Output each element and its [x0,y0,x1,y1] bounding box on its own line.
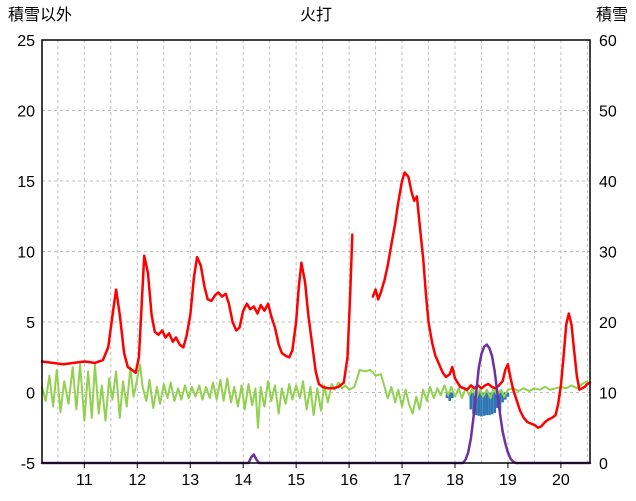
x-tick-label: 11 [76,472,93,489]
x-tick-label: 13 [181,472,199,489]
right-tick-label: 20 [599,315,617,332]
x-tick-label: 17 [393,472,411,489]
right-axis-label: 積雪 [595,7,628,24]
x-tick-label: 15 [287,472,305,489]
series [40,171,592,465]
right-tick-label: 50 [599,104,617,121]
right-tick-label: 0 [599,456,608,473]
left-tick-label: 0 [26,386,35,403]
left-tick-label: 15 [17,174,35,191]
right-tick-label: 30 [599,245,617,262]
left-tick-label: 25 [17,33,35,50]
purple-snow-line [40,343,592,465]
chart-title: 火打 [299,7,332,24]
x-tick-label: 16 [340,472,358,489]
right-tick-label: 60 [599,33,617,50]
x-tick-label: 19 [499,472,517,489]
left-tick-label: 5 [26,315,35,332]
left-tick-label: -5 [21,456,35,473]
right-tick-label: 40 [599,174,617,191]
right-tick-label: 10 [599,386,617,403]
plot-border [41,39,591,464]
left-axis-label: 積雪以外 [8,7,73,24]
red-line [40,171,592,430]
x-tick-label: 20 [552,472,570,489]
left-tick-label: 10 [17,245,35,262]
axes [41,39,591,468]
x-tick-label: 18 [446,472,464,489]
x-tick-label: 12 [128,472,146,489]
x-tick-label: 14 [234,472,252,489]
left-tick-label: 20 [17,104,35,121]
